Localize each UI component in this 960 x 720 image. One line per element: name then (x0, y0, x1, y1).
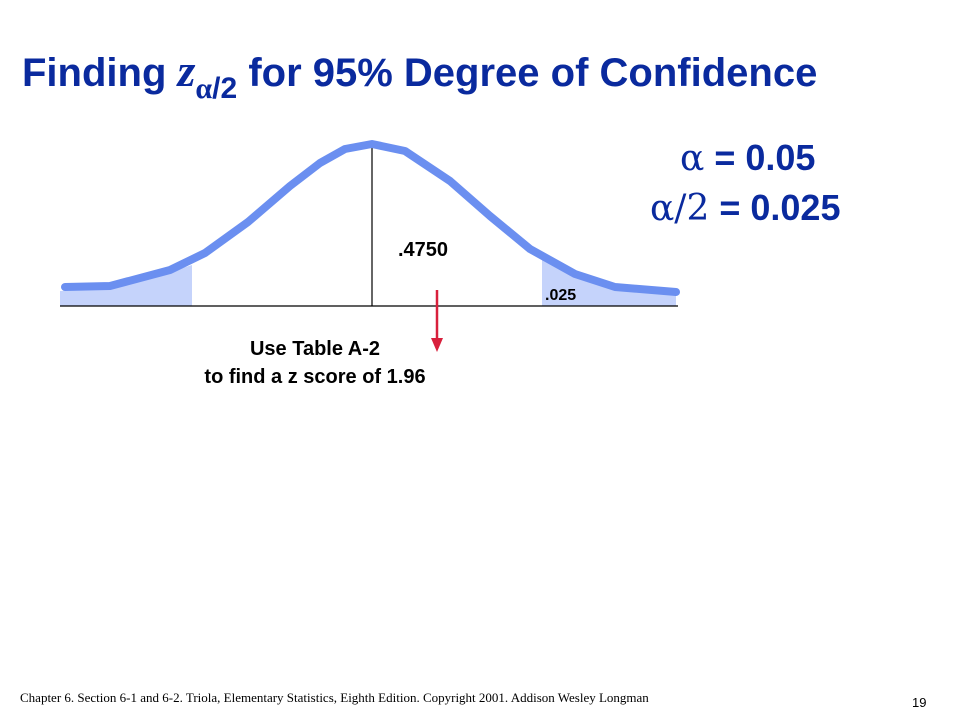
alpha-value: = 0.05 (704, 137, 816, 178)
right-tail-label: .025 (545, 287, 577, 304)
title-subscript-slash: /2 (212, 72, 238, 105)
center-area-label: .4750 (398, 239, 449, 261)
page-number: 19 (912, 695, 927, 710)
slide-title: Finding zα/2 for 95% Degree of Confidenc… (22, 45, 942, 104)
alpha-symbol: α (680, 138, 705, 179)
bell-curve (61, 140, 680, 296)
table-instruction: Use Table A-2 to find a z score of 1.96 (150, 335, 480, 391)
half-alpha-value: = 0.025 (709, 187, 841, 228)
title-prefix: Finding (22, 51, 178, 95)
right-tail-area (542, 256, 676, 306)
alpha-line: α = 0.05 (680, 140, 815, 177)
half-alpha-line: α/2 = 0.025 (650, 190, 840, 227)
z-score-arrow-head (431, 338, 443, 352)
instruction-line-1: Use Table A-2 (249, 338, 381, 360)
title-suffix: for 95% Degree of Confidence (237, 51, 818, 95)
half-alpha-symbol: α/2 (650, 188, 710, 229)
title-z-symbol: z (177, 45, 196, 96)
footer-citation: Chapter 6. Section 6-1 and 6-2. Triola, … (20, 690, 649, 705)
title-subscript-alpha: α (195, 72, 213, 105)
instruction-line-2: to find a z score of 1.96 (204, 366, 426, 388)
